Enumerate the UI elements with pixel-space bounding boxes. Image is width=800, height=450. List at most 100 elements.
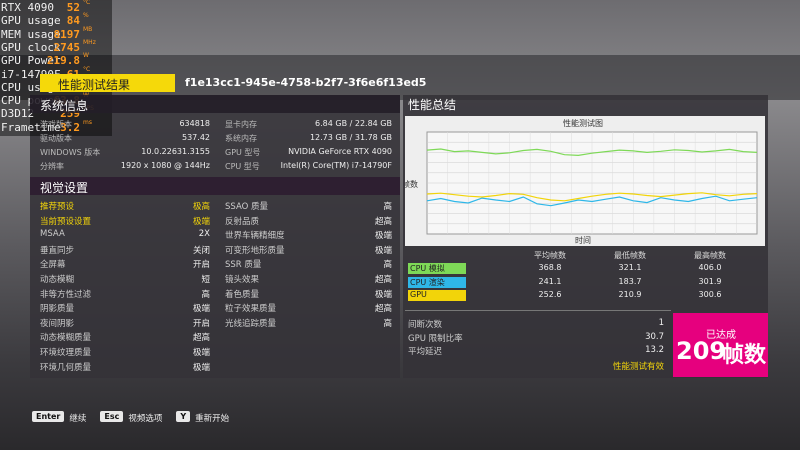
info-label: CPU 型号 xyxy=(225,162,260,171)
setting-value: 极端 xyxy=(374,289,392,300)
stat-value: 30.7 xyxy=(645,331,664,342)
setting-value: 极端 xyxy=(192,362,210,373)
setting-label: 着色质量 xyxy=(225,289,260,300)
osd-value: 219.8 xyxy=(46,54,80,68)
setting-value: 极端 xyxy=(374,231,392,242)
divider xyxy=(405,310,671,311)
result-value: 209 xyxy=(676,337,727,365)
graph-line xyxy=(426,148,758,157)
osd-label: MEM usage xyxy=(1,27,61,41)
osd-value: 84 xyxy=(66,14,80,28)
setting-label: MSAA xyxy=(40,229,65,240)
setting-value: 超高 xyxy=(374,216,392,227)
osd-value: 52 xyxy=(66,1,80,14)
info-label: 分辨率 xyxy=(40,162,64,171)
setting-label: 粒子效果质量 xyxy=(225,304,277,315)
setting-label: 夜间阴影 xyxy=(40,318,75,329)
info-value: 12.73 GB / 31.78 GB xyxy=(309,133,392,142)
osd-label: Frametime xyxy=(1,120,61,134)
osd-label: GPU Power xyxy=(1,54,61,68)
info-value: Intel(R) Core(TM) i7-14790F xyxy=(280,161,392,170)
setting-value: 2X xyxy=(198,229,210,240)
setting-label: 全屏幕 xyxy=(40,260,66,271)
setting-value: 超高 xyxy=(192,333,210,344)
graph-title: 性能测试图 xyxy=(563,118,603,128)
setting-label: 镜头效果 xyxy=(225,275,260,285)
osd-unit: MHz xyxy=(83,38,96,46)
info-label: 游戏版本 xyxy=(40,120,72,129)
graph-line xyxy=(426,192,758,202)
info-value: NVIDIA GeForce RTX 4090 xyxy=(288,147,392,156)
table-value: 252.6 xyxy=(538,290,562,299)
row-name: CPU 渲染 xyxy=(410,277,445,287)
stat-value: 1 xyxy=(658,318,664,328)
osd-value: 8197 xyxy=(53,27,81,41)
row-name: GPU xyxy=(410,290,427,299)
key-action[interactable]: 继续 xyxy=(69,414,87,424)
title: 性能测试结果 xyxy=(58,78,131,92)
key-action[interactable]: 视频选项 xyxy=(128,414,163,424)
setting-label: 反射品质 xyxy=(225,216,260,227)
row-chip xyxy=(408,290,466,301)
setting-value: 关闭 xyxy=(192,245,210,256)
info-value: 1920 x 1080 @ 144Hz xyxy=(120,161,210,170)
osd-unit: % xyxy=(83,12,89,20)
setting-value: 短 xyxy=(201,275,210,285)
osd-label: GPU clock xyxy=(1,40,61,54)
setting-value: 高 xyxy=(383,260,392,271)
osd-label: GPU usage xyxy=(1,14,61,28)
setting-label: 推荐预设 xyxy=(40,202,75,212)
setting-label: 可变形地形质量 xyxy=(225,245,285,256)
table-value: 406.0 xyxy=(698,263,722,272)
osd-unit: MB xyxy=(83,25,93,33)
x-axis-label: 时间 xyxy=(575,235,591,245)
setting-value: 高 xyxy=(383,202,392,212)
key-hint[interactable]: Enter xyxy=(32,411,65,422)
row-chip xyxy=(408,263,466,274)
section-strip xyxy=(30,177,400,195)
system-panel xyxy=(30,95,400,378)
info-label: 显卡内存 xyxy=(225,120,257,129)
setting-value: 超高 xyxy=(374,275,392,285)
setting-value: 极端 xyxy=(374,245,392,256)
setting-value: 超高 xyxy=(374,304,392,315)
table-value: 368.8 xyxy=(538,263,562,272)
stat-label: 平均延迟 xyxy=(408,347,443,357)
setting-label: SSR 质量 xyxy=(225,260,262,271)
setting-value: 极端 xyxy=(192,304,210,315)
setting-value: 极端 xyxy=(192,216,210,227)
key-hint[interactable]: Esc xyxy=(100,411,124,422)
stat-label: GPU 限制比率 xyxy=(408,333,463,344)
table-header: 平均帧数 xyxy=(534,251,566,260)
table-value: 321.1 xyxy=(618,263,642,272)
setting-value: 开启 xyxy=(192,260,210,271)
osd-value: 3.2 xyxy=(60,120,80,134)
setting-value: 开启 xyxy=(192,318,210,329)
table-value: 301.9 xyxy=(698,276,722,286)
info-value: 6.84 GB / 22.84 GB xyxy=(315,119,392,128)
stat-label: 间断次数 xyxy=(408,320,443,330)
info-label: WINDOWS 版本 xyxy=(40,148,101,157)
info-value: 634818 xyxy=(179,119,210,128)
setting-label: 垂直同步 xyxy=(40,245,75,256)
result-id: f1e13cc1-945e-4758-b2f7-3f6e6f13ed5 xyxy=(185,76,427,89)
key-action[interactable]: 重新开始 xyxy=(195,414,230,424)
setting-label: 非等方性过滤 xyxy=(40,289,92,300)
table-value: 241.1 xyxy=(538,276,562,286)
osd-unit: ms xyxy=(83,118,92,126)
table-value: 210.9 xyxy=(618,290,642,299)
stat-value: 13.2 xyxy=(645,345,664,355)
setting-label: 阴影质量 xyxy=(40,304,75,315)
setting-value: 极端 xyxy=(192,348,210,358)
setting-label: 动态模糊 xyxy=(40,275,75,285)
setting-label: 环境几何质量 xyxy=(40,362,92,373)
setting-label: 世界车辆精细度 xyxy=(225,231,285,242)
setting-value: 极高 xyxy=(192,202,210,212)
setting-label: 动态模糊质量 xyxy=(40,333,92,344)
key-hint[interactable]: Y xyxy=(176,411,191,422)
table-value: 183.7 xyxy=(618,276,642,286)
section-title: 视觉设置 xyxy=(40,181,89,195)
setting-label: SSAO 质量 xyxy=(225,202,269,212)
